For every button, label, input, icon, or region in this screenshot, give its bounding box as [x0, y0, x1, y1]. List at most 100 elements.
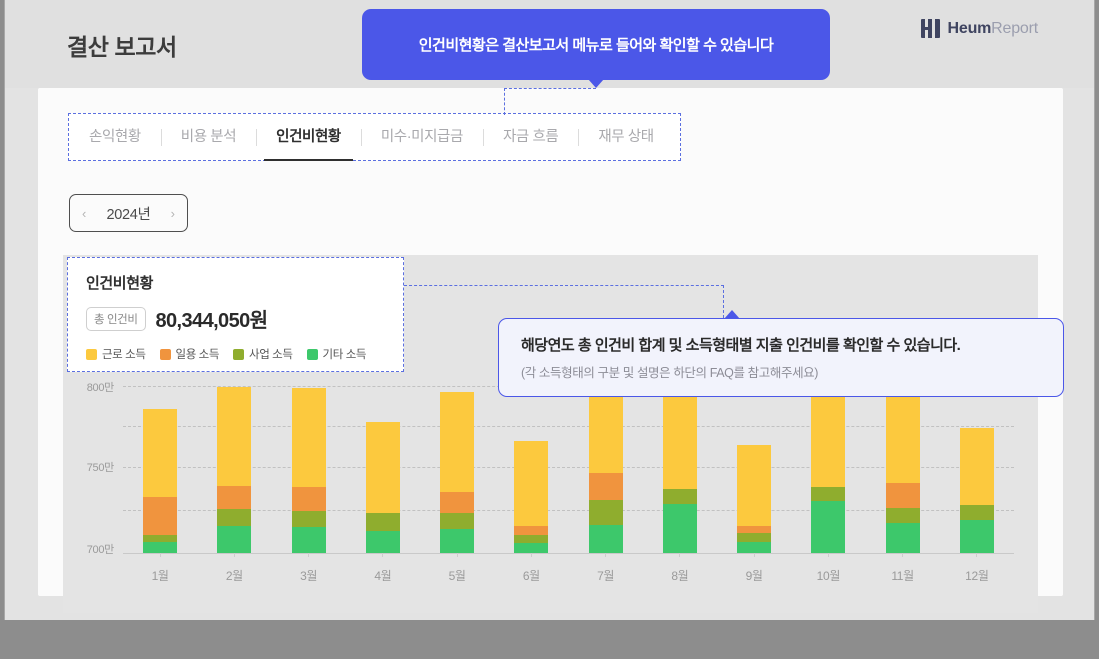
- stacked-bar[interactable]: [291, 388, 326, 553]
- bar-segment-daily: [737, 526, 772, 533]
- tooltip-connector-horizontal: [504, 88, 596, 89]
- legend-item-1: 일용 소득: [159, 346, 220, 362]
- bar-segment-business: [143, 535, 178, 542]
- bar-column-5[interactable]: 6월: [495, 386, 568, 583]
- bar-segment-business: [737, 533, 772, 542]
- stacked-bar[interactable]: [811, 390, 846, 553]
- bar-column-1[interactable]: 2월: [198, 386, 271, 583]
- bar-segment-daily: [291, 487, 326, 511]
- brand-name-bold: Heum: [947, 19, 992, 37]
- bar-column-9[interactable]: 10월: [792, 386, 865, 583]
- legend-item-2: 사업 소득: [233, 346, 293, 362]
- bar-segment-wage: [811, 390, 846, 487]
- stacked-bar[interactable]: [440, 392, 475, 553]
- bar-column-8[interactable]: 9월: [718, 386, 791, 583]
- bar-segment-other: [662, 504, 697, 553]
- total-labor-cost-chip: 총 인건비: [86, 306, 146, 331]
- tab-3[interactable]: 미수·미지급금: [360, 114, 483, 160]
- bar-segment-wage: [662, 391, 697, 489]
- stacked-bar[interactable]: [662, 391, 697, 553]
- legend-label: 기타 소득: [322, 349, 367, 361]
- bar-column-2[interactable]: 3월: [272, 386, 345, 583]
- bar-segment-business: [217, 509, 252, 526]
- prev-year-icon[interactable]: ‹: [82, 205, 87, 221]
- bar-segment-daily: [588, 473, 623, 500]
- x-axis-label: 3월: [300, 569, 318, 583]
- y-axis-tick-label: 750만: [86, 461, 115, 474]
- stacked-bar[interactable]: [217, 387, 252, 553]
- x-axis-tick-icon: [530, 553, 532, 557]
- y-axis-tick-label: 700만: [86, 543, 115, 556]
- bar-segment-business: [291, 511, 326, 527]
- bar-segment-business: [811, 487, 846, 501]
- stacked-bar[interactable]: [365, 422, 400, 553]
- legend-item-3: 기타 소득: [306, 346, 367, 362]
- callout-main-text: 해당연도 총 인건비 합계 및 소득형태별 지출 인건비를 확인할 수 있습니다…: [521, 337, 961, 354]
- x-axis-label: 1월: [151, 569, 169, 583]
- bar-segment-business: [588, 500, 623, 525]
- browser-viewport: 결산 보고서 HeumReport 0 600만 700만 750만 800만 1월 2월…: [4, 0, 1095, 620]
- gridline-700만: 700만: [87, 466, 1014, 556]
- bar-column-0[interactable]: 1월: [124, 386, 197, 583]
- x-axis-label: 12월: [965, 569, 989, 583]
- labor-cost-summary-box: 인건비현황 총 인건비 80,344,050원 근로 소득 일용 소득 사업 소득 기…: [67, 257, 404, 372]
- stacked-bar[interactable]: [737, 445, 772, 553]
- bar-column-6[interactable]: 7월: [569, 386, 642, 583]
- x-axis-tick-icon: [382, 553, 384, 557]
- bar-column-7[interactable]: 8월: [643, 386, 716, 583]
- bar-segment-other: [143, 542, 178, 553]
- x-axis-label: 10월: [816, 569, 841, 583]
- year-selector[interactable]: ‹ 2024년 ›: [69, 194, 188, 232]
- tab-2[interactable]: 인건비현황: [256, 114, 361, 161]
- bar-segment-wage: [291, 388, 326, 487]
- x-axis-label: 5월: [448, 569, 466, 583]
- tab-5[interactable]: 재무 상태: [578, 114, 673, 160]
- bar-segment-daily: [440, 492, 475, 513]
- summary-amount-row: 총 인건비 80,344,050원: [86, 304, 385, 333]
- bar-segment-daily: [143, 497, 178, 535]
- stacked-bar[interactable]: [143, 409, 178, 553]
- x-axis-tick-icon: [233, 553, 235, 557]
- bar-segment-business: [959, 505, 994, 520]
- chart-legend: 근로 소득 일용 소득 사업 소득 기타 소득: [86, 346, 385, 362]
- callout-sub-text: (각 소득형태의 구분 및 설명은 하단의 FAQ를 참고해주세요): [521, 366, 819, 380]
- chart-bars: 1월 2월 3월 4월 5월 6월 7월 8월 9월 10월 11월 12월: [123, 386, 1014, 583]
- stacked-bar[interactable]: [588, 387, 623, 553]
- bar-segment-daily: [885, 483, 920, 508]
- top-tooltip-arrow-icon: [588, 79, 604, 88]
- tab-4[interactable]: 자금 흐름: [482, 114, 578, 160]
- callout-connector-horizontal: [404, 285, 724, 286]
- x-axis-tick-icon: [753, 553, 755, 557]
- brand-logo: HeumReport: [920, 19, 1038, 38]
- tab-1[interactable]: 비용 분석: [160, 114, 256, 160]
- stacked-bar[interactable]: [514, 441, 549, 553]
- x-axis-tick-icon: [605, 553, 607, 557]
- page-title: 결산 보고서: [67, 34, 177, 60]
- bar-segment-wage: [143, 409, 178, 497]
- bar-segment-business: [662, 489, 697, 504]
- top-tooltip: 인건비현황은 결산보고서 메뉴로 들어와 확인할 수 있습니다: [362, 9, 830, 88]
- summary-title: 인건비현황: [86, 275, 154, 292]
- x-axis-tick-icon: [976, 553, 978, 557]
- x-axis-tick-icon: [902, 553, 904, 557]
- x-axis-label: 11월: [891, 569, 914, 583]
- bar-column-3[interactable]: 4월: [346, 386, 419, 583]
- bar-segment-wage: [217, 387, 252, 486]
- bar-column-10[interactable]: 11월: [866, 386, 939, 583]
- callout-connector-vertical: [723, 285, 724, 318]
- stacked-bar[interactable]: [959, 428, 994, 553]
- legend-label: 일용 소득: [175, 349, 220, 361]
- bar-segment-other: [217, 526, 252, 553]
- bar-segment-wage: [885, 392, 920, 483]
- report-tabs: 손익현황 비용 분석 인건비현황 미수·미지급금 자금 흐름 재무 상태: [68, 113, 681, 161]
- bar-segment-wage: [514, 441, 549, 526]
- bar-column-11[interactable]: 12월: [940, 386, 1013, 583]
- year-value: 2024년: [106, 206, 151, 223]
- legend-label: 근로 소득: [102, 349, 146, 361]
- bar-column-4[interactable]: 5월: [421, 386, 494, 583]
- tab-0[interactable]: 손익현황: [89, 129, 141, 145]
- bar-segment-business: [365, 513, 400, 531]
- stacked-bar[interactable]: [885, 392, 920, 553]
- bar-segment-business: [514, 535, 549, 543]
- next-year-icon[interactable]: ›: [170, 205, 175, 221]
